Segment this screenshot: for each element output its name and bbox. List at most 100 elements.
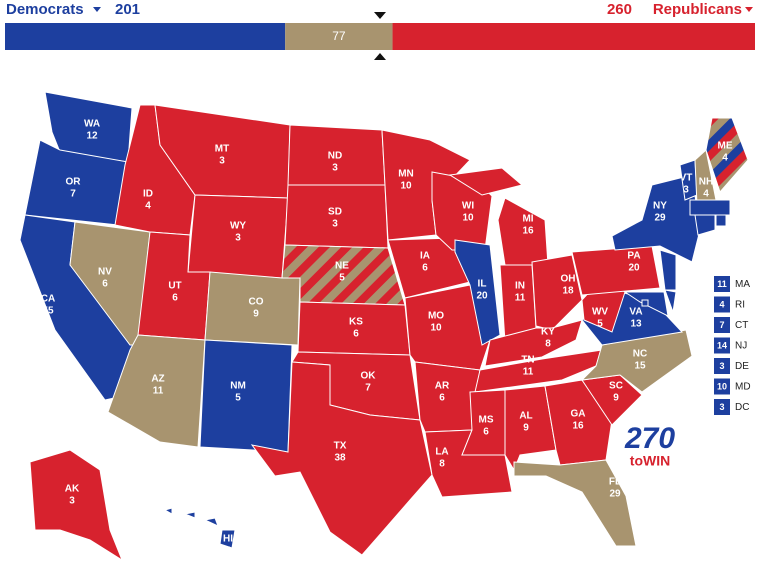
state-ev: 6 [439, 393, 445, 404]
dem-dropdown[interactable]: Democrats [6, 1, 84, 18]
state-abbr: FL [609, 477, 621, 488]
state-abbr: WI [462, 201, 474, 212]
state-ev: 7 [70, 189, 76, 200]
state-abbr: WY [230, 221, 246, 232]
state-abbr: WA [84, 119, 100, 130]
logo-tagline: toWIN [630, 453, 670, 469]
legend-abbr: CT [735, 320, 748, 331]
state-abbr: GA [571, 409, 586, 420]
logo-number: 270 [624, 422, 675, 455]
legend-ev: 3 [719, 361, 724, 371]
state-ev: 6 [483, 427, 489, 438]
state-abbr: TN [521, 355, 534, 366]
state-abbr: SC [609, 381, 623, 392]
midpoint-marker-bottom [374, 53, 386, 60]
legend-box [714, 276, 730, 292]
state-abbr: HI [223, 534, 233, 545]
state-abbr: NY [653, 201, 667, 212]
legend-abbr: MD [735, 382, 751, 393]
state-ev: 38 [334, 453, 346, 464]
rep-dropdown[interactable]: Republicans [653, 1, 742, 18]
state-abbr: OH [561, 274, 576, 285]
state-abbr: NM [230, 381, 246, 392]
state-abbr: KY [541, 327, 555, 338]
state-abbr: CO [249, 297, 264, 308]
state-ev: 5 [597, 319, 603, 330]
state-abbr: AR [435, 381, 450, 392]
small-state-shape [641, 299, 649, 307]
legend-ev: 11 [717, 279, 727, 289]
state-ev: 9 [253, 309, 259, 320]
legend-box [714, 296, 730, 313]
small-state-shape [664, 289, 677, 313]
legend-box [714, 358, 730, 374]
legend-ev: 4 [719, 299, 724, 309]
state-ev: 6 [102, 279, 108, 290]
small-states-legend: 11 MA 4 RI 7 CT 14 NJ 3 DE 10 MD 3 DC [714, 276, 751, 415]
state-abbr: AL [519, 411, 532, 422]
state-ev: 12 [86, 131, 98, 142]
small-state-shape [694, 214, 716, 236]
rep-bar [392, 23, 755, 50]
state-shape [484, 319, 583, 367]
state-ev: 8 [545, 339, 551, 350]
state-ev: 29 [609, 489, 621, 500]
state-shape [531, 254, 583, 331]
state-shape [199, 339, 293, 453]
state-ev: 3 [332, 219, 338, 230]
state-abbr: ME [718, 141, 733, 152]
state-shape [571, 245, 661, 296]
state-ev: 20 [476, 291, 488, 302]
legend-abbr: NJ [735, 341, 747, 352]
state-ev: 4 [722, 153, 728, 164]
state-shape [204, 271, 301, 346]
state-ev: 11 [153, 386, 164, 397]
state-abbr: IN [515, 281, 525, 292]
state-ev: 5 [339, 273, 345, 284]
midpoint-marker-top [374, 12, 386, 19]
state-ev: 16 [522, 226, 534, 237]
state-abbr: CA [41, 294, 55, 305]
state-ev: 3 [235, 233, 241, 244]
state-ev: 3 [332, 163, 338, 174]
rep-caret[interactable] [745, 7, 753, 12]
legend-box [714, 399, 730, 415]
state-ev: 4 [225, 546, 231, 557]
dem-caret[interactable] [93, 7, 101, 12]
state-ev: 3 [219, 156, 225, 167]
state-abbr: SD [328, 207, 342, 218]
state-ev: 20 [628, 263, 640, 274]
state-shape [513, 459, 637, 547]
legend-ev: 7 [719, 320, 724, 330]
state-ev: 4 [145, 201, 151, 212]
state-abbr: MT [215, 144, 229, 155]
state-ev: 3 [683, 185, 689, 196]
state-ev: 18 [562, 286, 574, 297]
state-ev: 6 [422, 263, 428, 274]
state-ev: 10 [462, 213, 474, 224]
legend-abbr: DE [735, 361, 749, 372]
state-ev: 6 [353, 329, 359, 340]
legend-abbr: MA [735, 279, 750, 290]
small-state-shape [659, 249, 677, 291]
logo: 270 toWIN [624, 422, 675, 469]
state-abbr: IA [420, 251, 430, 262]
state-ev: 10 [400, 181, 412, 192]
state-ev: 7 [365, 383, 371, 394]
state-shape [705, 117, 749, 193]
state-abbr: TX [334, 441, 347, 452]
state-ev: 55 [42, 306, 54, 317]
state-ev: 11 [523, 367, 534, 378]
state-abbr: MS [479, 415, 494, 426]
state-ev: 8 [439, 459, 445, 470]
state-ev: 13 [630, 319, 642, 330]
state-abbr: OK [361, 371, 377, 382]
state-abbr: AZ [151, 374, 164, 385]
state-abbr: AK [65, 484, 80, 495]
state-ev: 4 [703, 189, 709, 200]
state-abbr: MO [428, 311, 444, 322]
state-ev: 9 [613, 393, 619, 404]
state-abbr: UT [168, 281, 181, 292]
